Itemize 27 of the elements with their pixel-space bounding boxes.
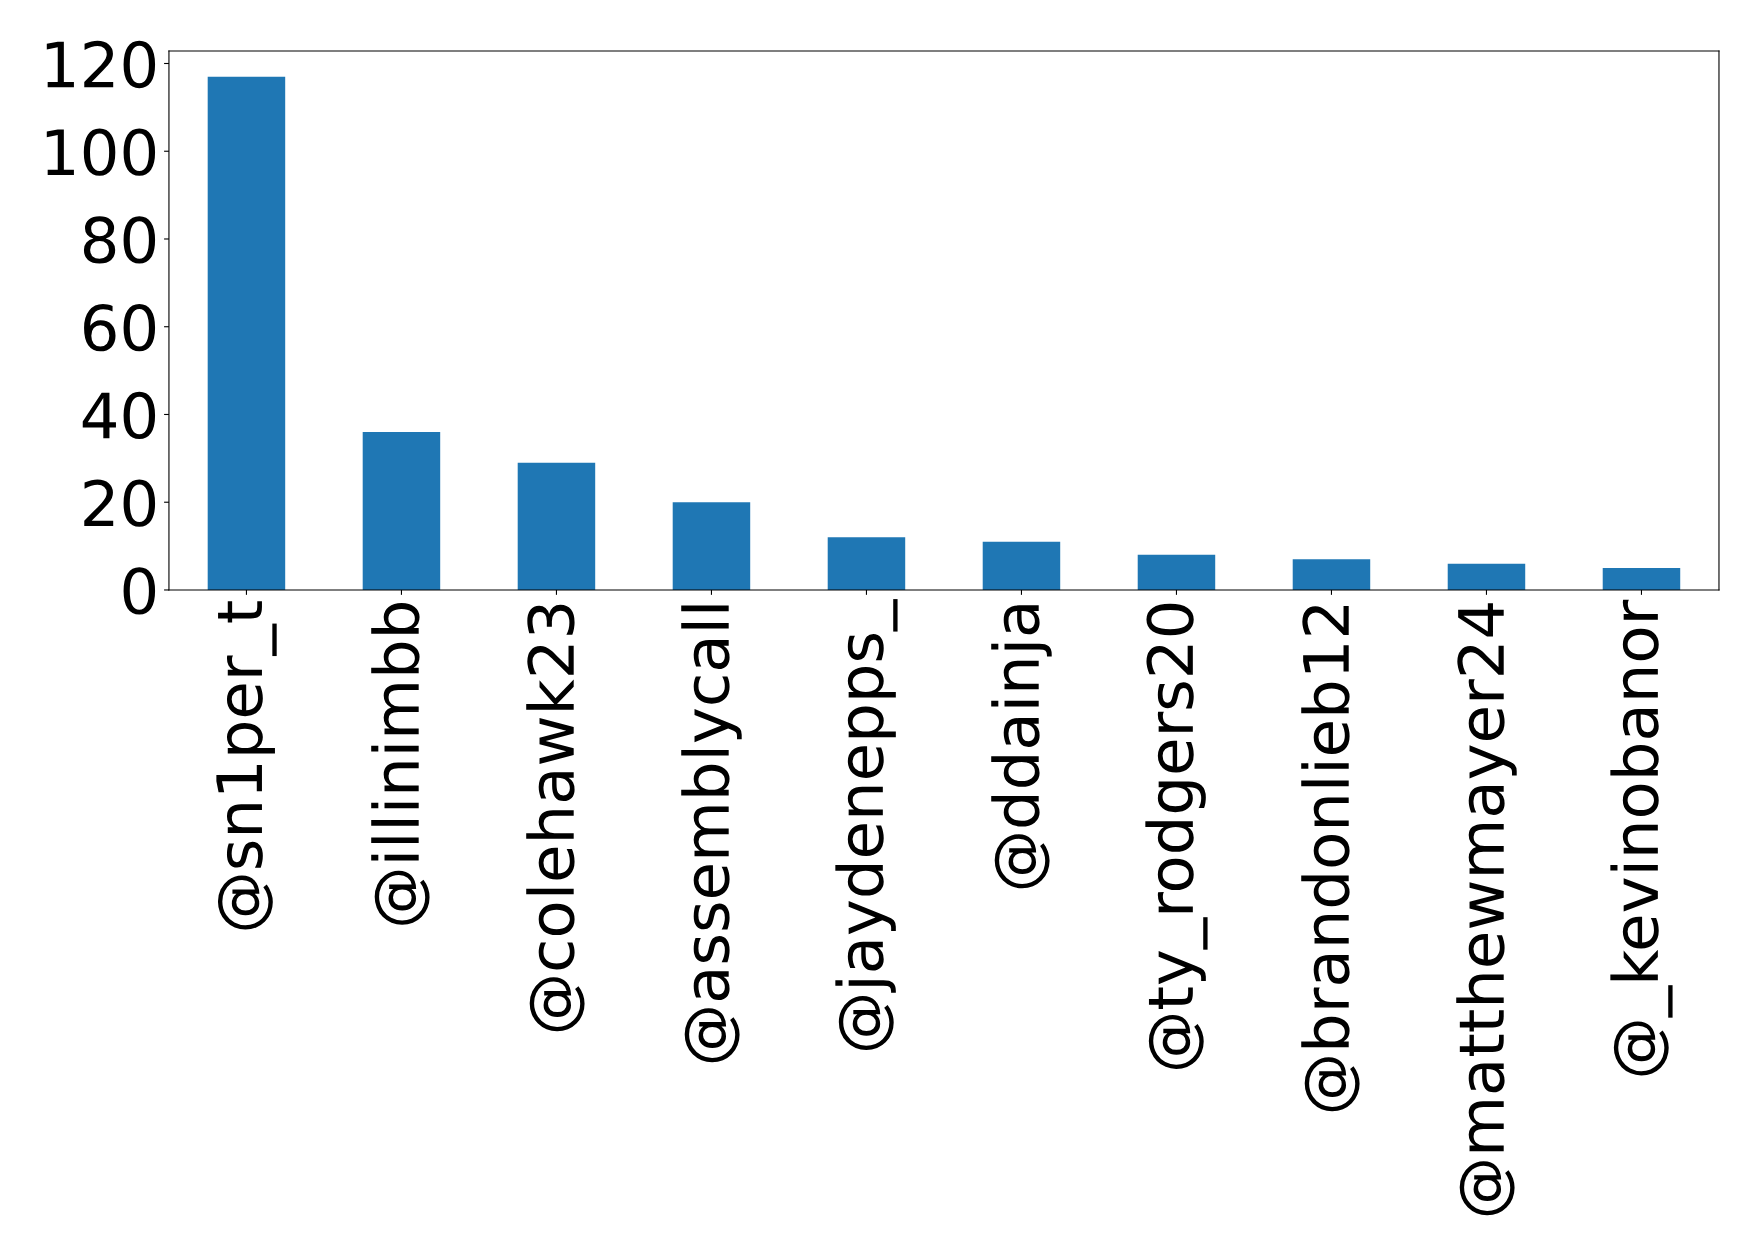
x-tick-label: @matthewmayer24 <box>1456 603 1517 1216</box>
y-tick-label: 60 <box>84 304 156 352</box>
x-tick-label: @_kevinobanor <box>1610 599 1673 1076</box>
y-tick-label: 80 <box>83 216 156 264</box>
x-tick-label: @colehawk23 <box>526 604 585 1032</box>
y-tick-label: 20 <box>84 479 156 527</box>
x-tick-label: @assemblycall <box>681 605 742 1063</box>
bar <box>1602 568 1681 590</box>
y-tick-label: 120 <box>46 40 156 89</box>
x-tick-label: @sn1per_t <box>216 601 277 930</box>
bar <box>1137 554 1216 590</box>
bar <box>362 432 441 590</box>
y-tick-label: 100 <box>46 128 156 176</box>
bar <box>672 502 751 590</box>
y-tick-label: 0 <box>123 567 156 615</box>
x-tick-label: @brandonlieb12 <box>1301 605 1360 1112</box>
bar <box>827 537 906 590</box>
bar <box>517 462 596 590</box>
bar <box>982 541 1061 590</box>
x-tick-label: @ty_rodgers20 <box>1145 603 1208 1069</box>
x-tick-label: @jaydenepps_ <box>835 599 898 1051</box>
bar <box>207 76 286 590</box>
bar <box>1292 559 1371 590</box>
x-tick-label: @illinimbb <box>371 603 430 925</box>
bar <box>1447 563 1526 590</box>
y-tick-label: 40 <box>82 391 156 440</box>
x-tick-label: @ddainja <box>991 605 1052 889</box>
